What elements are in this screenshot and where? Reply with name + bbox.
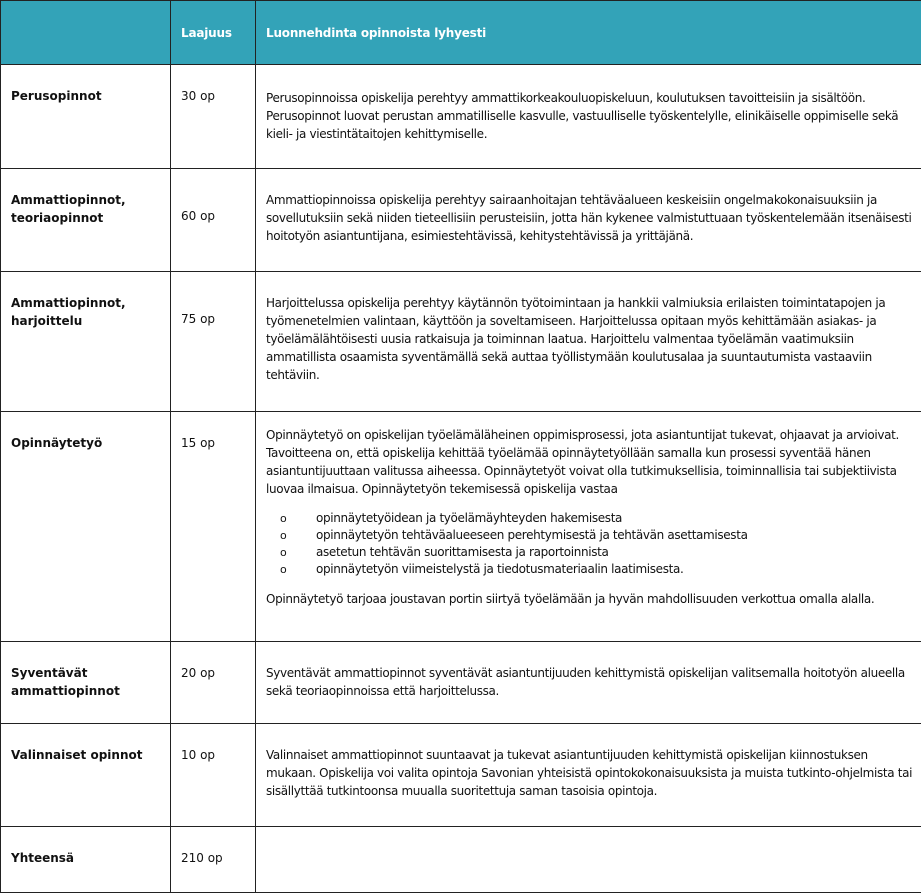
bullet-list: opinnäytetyöidean ja työelämäyhteyden ha…: [266, 510, 915, 578]
row-name: Ammattiopinnot, teoriaopinnot: [0, 168, 171, 272]
table-row: Ammattiopinnot, teoriaopinnot 60 op Amma…: [0, 168, 921, 272]
row-credits: 210 op: [170, 826, 256, 893]
table-row-total: Yhteensä 210 op: [0, 826, 921, 893]
list-item: opinnäytetyön viimeistelystä ja tiedotus…: [280, 561, 915, 578]
header-name: [0, 0, 171, 65]
description-text: Syventävät ammattiopinnot syventävät asi…: [266, 666, 905, 698]
description-text: Harjoittelussa opiskelija perehtyy käytä…: [266, 296, 886, 382]
row-credits: 60 op: [170, 168, 256, 272]
table-row: Ammattiopinnot, harjoittelu 75 op Harjoi…: [0, 271, 921, 412]
row-description: Valinnaiset ammattiopinnot suuntaavat ja…: [255, 723, 921, 827]
row-description: Perusopinnoissa opiskelija perehtyy amma…: [255, 64, 921, 169]
row-name: Perusopinnot: [0, 64, 171, 169]
list-item: opinnäytetyön tehtäväalueeseen perehtymi…: [280, 527, 915, 544]
header-credits: Laajuus: [170, 0, 256, 65]
list-item: asetetun tehtävän suorittamisesta ja rap…: [280, 544, 915, 561]
table-row: Syventävät ammattiopinnot 20 op Syventäv…: [0, 641, 921, 724]
description-text: Opinnäytetyö on opiskelijan työelämälähe…: [266, 428, 899, 496]
row-description: Syventävät ammattiopinnot syventävät asi…: [255, 641, 921, 724]
header-description: Luonnehdinta opinnoista lyhyesti: [255, 0, 921, 65]
row-credits: 10 op: [170, 723, 256, 827]
description-text: Opinnäytetyö tarjoaa joustavan portin si…: [266, 592, 875, 606]
row-name: Opinnäytetyö: [0, 411, 171, 642]
table-row: Opinnäytetyö 15 op Opinnäytetyö on opisk…: [0, 411, 921, 642]
description-text: Perusopinnoissa opiskelija perehtyy amma…: [266, 91, 899, 141]
row-description: Harjoittelussa opiskelija perehtyy käytä…: [255, 271, 921, 412]
row-name: Yhteensä: [0, 826, 171, 893]
header-row: Laajuus Luonnehdinta opinnoista lyhyesti: [0, 0, 921, 65]
row-description: [255, 826, 921, 893]
row-name: Syventävät ammattiopinnot: [0, 641, 171, 724]
row-credits: 75 op: [170, 271, 256, 412]
row-credits: 15 op: [170, 411, 256, 642]
description-text: Valinnaiset ammattiopinnot suuntaavat ja…: [266, 748, 913, 798]
row-name: Valinnaiset opinnot: [0, 723, 171, 827]
row-credits: 30 op: [170, 64, 256, 169]
row-description: Ammattiopinnoissa opiskelija perehtyy sa…: [255, 168, 921, 272]
row-name: Ammattiopinnot, harjoittelu: [0, 271, 171, 412]
description-text: Ammattiopinnoissa opiskelija perehtyy sa…: [266, 193, 912, 243]
list-item: opinnäytetyöidean ja työelämäyhteyden ha…: [280, 510, 915, 527]
row-credits: 20 op: [170, 641, 256, 724]
table-row: Valinnaiset opinnot 10 op Valinnaiset am…: [0, 723, 921, 827]
row-description: Opinnäytetyö on opiskelijan työelämälähe…: [255, 411, 921, 642]
table-row: Perusopinnot 30 op Perusopinnoissa opisk…: [0, 64, 921, 169]
